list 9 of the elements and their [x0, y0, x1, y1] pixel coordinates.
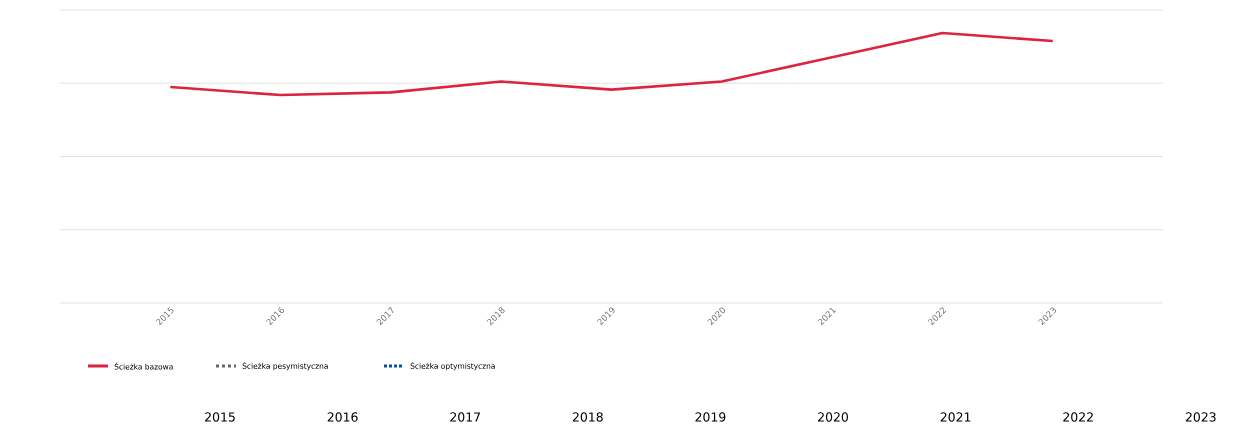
text: 2019	[695, 412, 726, 422]
text: 2015	[205, 412, 235, 422]
text: 2020	[818, 412, 849, 422]
text: 2018	[572, 412, 603, 422]
text: 2022	[1063, 412, 1093, 422]
text: 2016	[327, 412, 358, 422]
text: 2023	[1185, 412, 1216, 422]
text: 2021	[940, 412, 971, 422]
text: 2017	[450, 412, 480, 422]
